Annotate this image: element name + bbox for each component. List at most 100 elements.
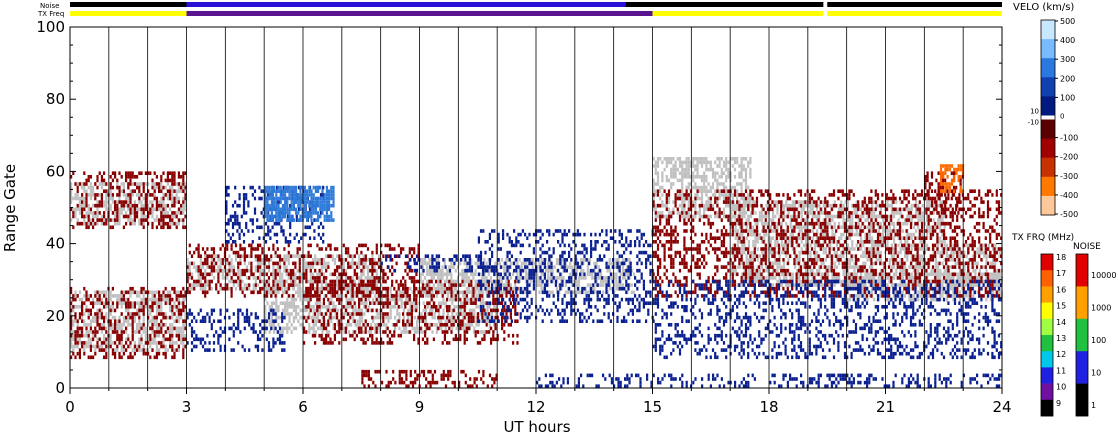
ground_scatter-cell <box>217 265 220 269</box>
ground_scatter-cell <box>136 290 139 295</box>
ground_scatter-cell <box>998 272 1001 277</box>
ground_scatter-cell <box>351 258 354 262</box>
ground_scatter-cell <box>743 221 746 226</box>
ground_scatter-cell <box>98 182 101 186</box>
ground_scatter-cell <box>985 268 988 273</box>
ground_scatter-cell <box>912 243 915 248</box>
negative_velocity-cell <box>173 351 176 356</box>
ground_scatter-cell <box>571 265 574 269</box>
ground_scatter-cell <box>374 330 377 334</box>
ground_scatter-cell <box>83 319 86 323</box>
ground_scatter-cell <box>718 157 721 161</box>
ground_scatter-cell <box>354 290 357 295</box>
ground_scatter-cell <box>264 315 267 320</box>
ground_scatter-cell <box>243 283 246 287</box>
ground_scatter-cell <box>484 330 487 334</box>
ground_scatter-cell <box>131 211 134 215</box>
ground_scatter-cell <box>709 167 712 172</box>
ground_scatter-cell <box>915 261 918 266</box>
ground_scatter-cell <box>474 286 477 291</box>
ground_scatter-cell <box>711 167 715 172</box>
ground_scatter-cell <box>741 232 744 237</box>
ground_scatter-cell <box>921 294 924 298</box>
ground_scatter-cell <box>961 286 964 291</box>
ground_scatter-cell <box>169 290 172 295</box>
ground_scatter-cell <box>893 225 896 230</box>
ground_scatter-cell <box>967 272 970 277</box>
ground_scatter-cell <box>941 247 944 251</box>
ground_scatter-cell <box>76 196 79 201</box>
ground_scatter-cell <box>860 247 863 251</box>
ground_scatter-cell <box>459 272 462 277</box>
ground_scatter-cell <box>136 323 139 327</box>
ground_scatter-cell <box>457 294 460 298</box>
ground_scatter-cell <box>886 200 889 204</box>
ground_scatter-cell <box>813 247 816 251</box>
ground_scatter-cell <box>284 286 287 291</box>
ground_scatter-cell <box>608 286 611 291</box>
ground_scatter-cell <box>842 221 845 226</box>
ground_scatter-cell <box>319 290 322 295</box>
ground_scatter-cell <box>147 308 150 313</box>
ground_scatter-cell <box>356 308 359 313</box>
ground_scatter-cell <box>276 268 279 273</box>
ground_scatter-cell <box>978 243 981 248</box>
ground_scatter-cell <box>835 250 838 255</box>
ground_scatter-cell <box>733 214 737 219</box>
ground_scatter-cell <box>109 294 112 298</box>
ground_scatter-cell <box>160 308 163 313</box>
ground_scatter-cell <box>928 294 931 298</box>
ground_scatter-cell <box>780 283 783 287</box>
ground_scatter-cell <box>76 193 79 197</box>
ground_scatter-cell <box>851 240 854 244</box>
ground_scatter-cell <box>434 272 438 277</box>
ground_scatter-cell <box>692 178 695 183</box>
ground_scatter-cell <box>857 276 860 280</box>
ground_scatter-cell <box>827 265 830 269</box>
ground_scatter-cell <box>789 236 792 240</box>
ground_scatter-cell <box>147 305 150 309</box>
ground_scatter-cell <box>711 203 715 208</box>
ground_scatter-cell <box>94 348 97 352</box>
ground_scatter-cell <box>514 283 517 287</box>
ground_scatter-cell <box>182 344 185 349</box>
ground_scatter-cell <box>120 326 123 331</box>
ground_scatter-cell <box>166 196 169 201</box>
ground_scatter-cell <box>763 279 766 284</box>
ground_scatter-cell <box>325 330 328 334</box>
negative_velocity-cell <box>118 351 121 356</box>
ground_scatter-cell <box>451 326 454 331</box>
ground_scatter-cell <box>171 189 174 193</box>
ground_scatter-cell <box>703 160 706 165</box>
ground_scatter-cell <box>402 308 405 313</box>
ground_scatter-cell <box>409 308 412 313</box>
ground_scatter-cell <box>656 171 660 175</box>
ground_scatter-cell <box>127 333 130 338</box>
ground_scatter-cell <box>111 341 114 345</box>
ground_scatter-cell <box>149 344 152 349</box>
ground_scatter-cell <box>409 319 412 323</box>
ground_scatter-cell <box>160 185 163 190</box>
ground_scatter-cell <box>136 344 139 349</box>
ground_scatter-cell <box>299 290 302 295</box>
ground_scatter-cell <box>945 272 948 277</box>
ground_scatter-cell <box>344 276 348 280</box>
ground_scatter-cell <box>292 286 295 291</box>
ground_scatter-cell <box>718 182 721 186</box>
ground_scatter-cell <box>829 283 832 287</box>
ground_scatter-cell <box>473 308 476 313</box>
ground_scatter-cell <box>328 301 331 305</box>
ground_scatter-cell <box>732 243 735 248</box>
ground_scatter-cell <box>950 272 953 277</box>
ground_scatter-cell <box>525 261 528 266</box>
ground_scatter-cell <box>350 305 353 309</box>
ground_scatter-cell <box>424 308 427 313</box>
ground_scatter-cell <box>352 319 355 323</box>
ground_scatter-cell <box>448 272 451 277</box>
ground_scatter-cell <box>322 265 326 269</box>
ground_scatter-cell <box>848 283 852 287</box>
negative_velocity-cell <box>129 351 132 356</box>
ground_scatter-cell <box>166 182 169 186</box>
ground_scatter-cell <box>536 272 539 277</box>
ground_scatter-cell <box>74 344 77 349</box>
